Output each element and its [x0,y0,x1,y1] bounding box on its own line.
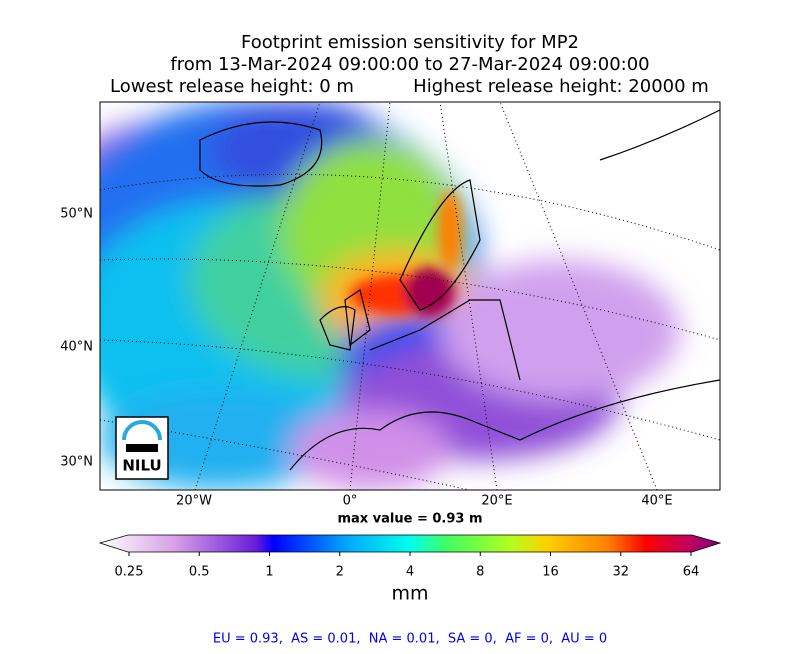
period: from 13-Mar-2024 09:00:00 to 27-Mar-2024… [170,54,649,75]
colorbar-tick-label: 2 [336,565,344,580]
colorbar-tick-label: 0.5 [189,565,210,580]
lat-label: 30°N [60,455,93,470]
lon-label: 40°E [641,494,672,509]
colorbar-tick-label: 32 [612,565,629,580]
highest-height: Highest release height: 20000 m [413,76,709,97]
lat-label: 40°N [60,340,93,355]
logo: NILU [115,416,169,480]
colorbar-tick-label: 64 [683,565,700,580]
colorbar-tick-label: 8 [476,565,484,580]
lon-label: 0° [343,494,358,509]
colorbar [98,534,722,553]
lat-label: 50°N [60,207,93,222]
colorbar-tick-label: 4 [406,565,414,580]
lowest-height: Lowest release height: 0 m [110,76,354,97]
colorbar-tick-label: 16 [542,565,559,580]
colorbar-tick-label: 1 [265,565,273,580]
lon-label: 20°E [481,494,512,509]
lon-label: 20°W [176,494,212,509]
logo-text: NILU [122,457,161,475]
footer: EU = 0.93, AS = 0.01, NA = 0.01, SA = 0,… [213,632,607,647]
map-field: NILU [100,102,720,490]
colorbar-tick-label: 0.25 [115,565,144,580]
colorbar-unit: mm [391,583,428,605]
map-frame [99,101,721,491]
title: Footprint emission sensitivity for MP2 [241,32,579,53]
max-value: max value = 0.93 m [337,512,482,527]
